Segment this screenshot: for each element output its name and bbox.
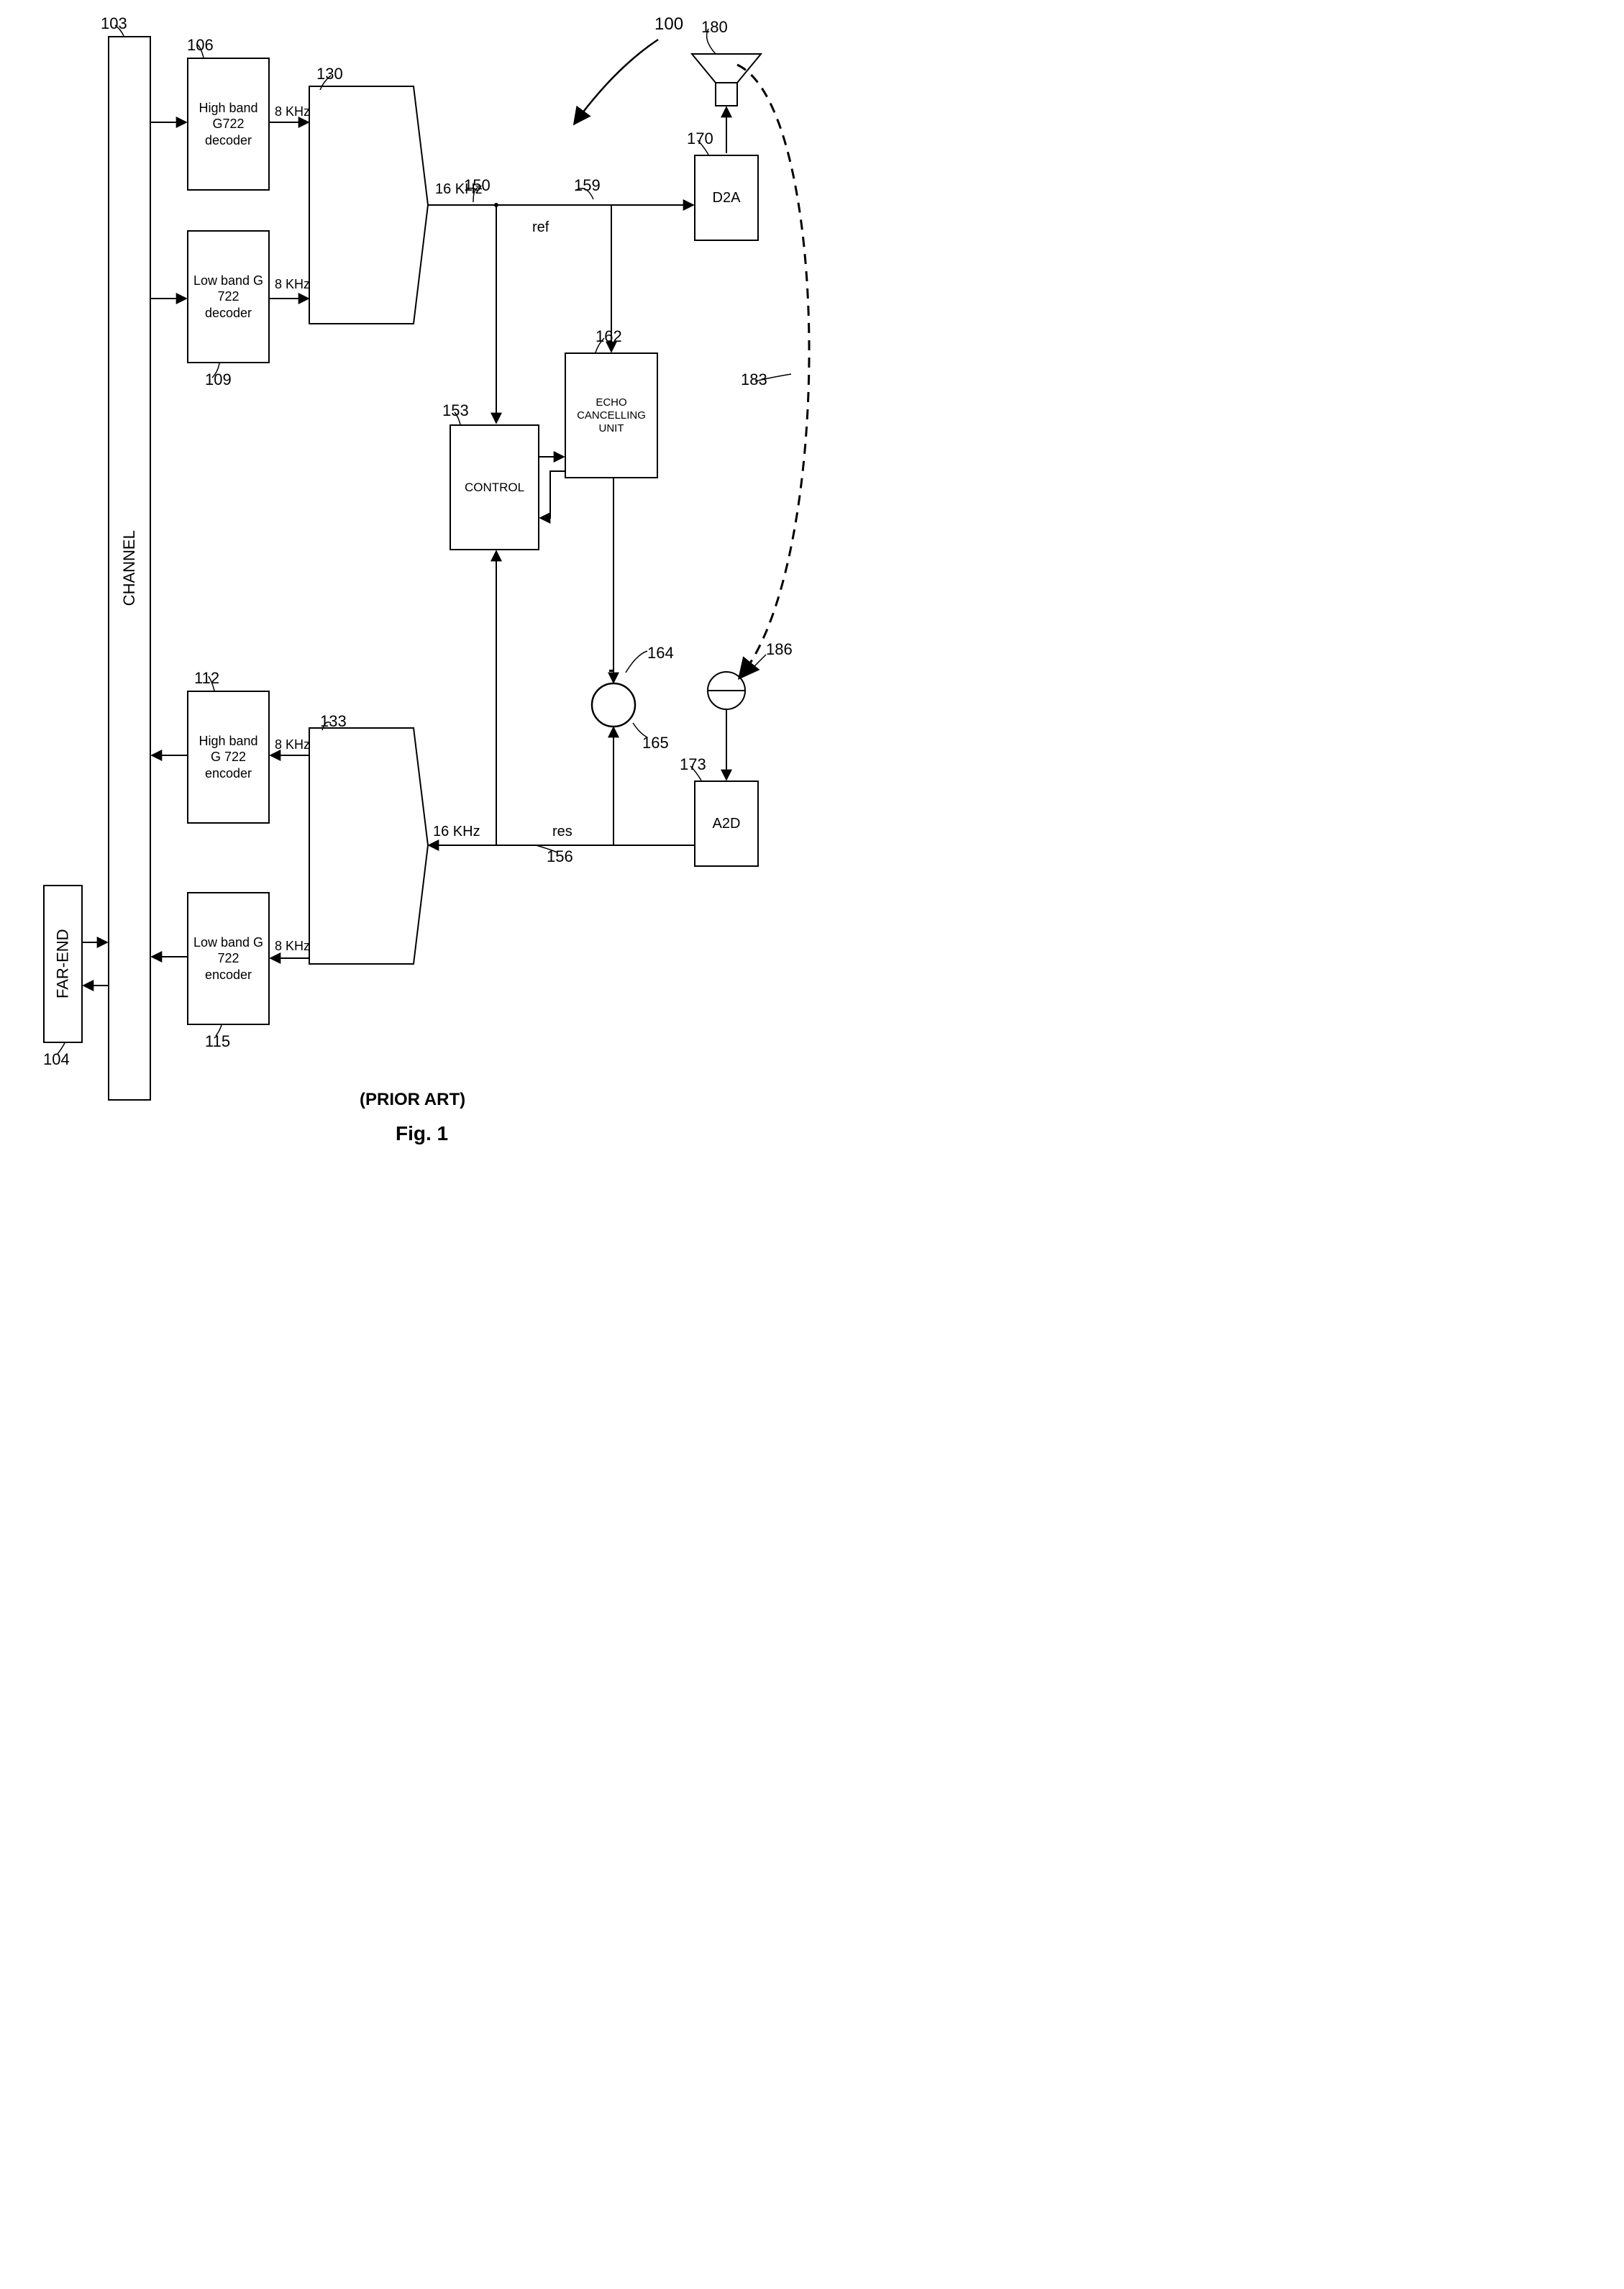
low-encoder-block: Low band G 722 encoder [187,892,270,1025]
ref-153: 153 [442,401,469,420]
ref-180: 180 [701,18,728,37]
ref-112: 112 [194,669,219,688]
high-decoder-label: High band G722 decoder [193,100,265,149]
ref-159: 159 [574,176,601,195]
ref-115: 115 [205,1032,230,1051]
low-decoder-block: Low band G 722 decoder [187,230,270,363]
prior-art-caption: (PRIOR ART) [360,1090,465,1110]
ref-164: 164 [647,644,674,663]
far-end-label: FAR-END [53,929,73,999]
rate-8khz-3: 8 KHz [275,737,310,752]
rate-8khz-4: 8 KHz [275,939,310,954]
ref-130: 130 [316,65,343,83]
ref-170: 170 [687,129,713,148]
ref-165: 165 [642,734,669,752]
figure-caption: Fig. 1 [396,1122,448,1145]
ref-162: 162 [596,327,622,346]
summer-minus: - [608,658,615,681]
rate-8khz-2: 8 KHz [275,277,310,292]
channel-label: CHANNEL [119,530,140,606]
ref-150: 150 [464,176,491,195]
ref-133: 133 [320,712,347,731]
combine-label: G722 QMF Combine band [313,137,414,174]
d2a-label: D2A [713,189,741,207]
ref-109: 109 [205,370,232,389]
ref-104: 104 [43,1050,70,1069]
sig-ref-label: ref [532,219,549,236]
high-encoder-block: High band G 722 encoder [187,691,270,824]
control-block: CONTROL [450,424,539,550]
ref-100: 100 [654,14,683,35]
low-encoder-label: Low band G 722 encoder [193,934,265,983]
far-end-block: FAR-END [43,885,83,1043]
ref-173: 173 [680,755,706,774]
ecu-block: ECHO CANCELLING UNIT [565,352,658,478]
a2d-block: A2D [694,781,759,867]
d2a-block: D2A [694,155,759,241]
rate-16khz-2: 16 KHz [433,824,480,840]
ref-186: 186 [766,640,793,659]
summer-plus: + [606,694,619,719]
control-label: CONTROL [465,480,524,495]
high-decoder-block: High band G722 decoder [187,58,270,191]
ref-183: 183 [741,370,767,389]
ref-103: 103 [101,14,127,33]
diagram-canvas: FAR-END 104 CHANNEL 103 High band G722 d… [14,14,826,1159]
ref-156: 156 [547,847,573,866]
channel-block: CHANNEL [108,36,151,1101]
ref-106: 106 [187,36,214,55]
split-label: G722 QMF split band [313,777,414,814]
a2d-label: A2D [713,815,741,833]
high-encoder-label: High band G 722 encoder [193,733,265,782]
ecu-label: ECHO CANCELLING UNIT [572,396,651,435]
sig-res-label: res [552,824,572,840]
rate-8khz-1: 8 KHz [275,104,310,119]
low-decoder-label: Low band G 722 decoder [193,273,265,322]
